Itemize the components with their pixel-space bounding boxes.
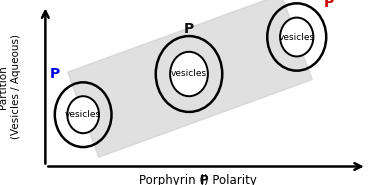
Text: P: P xyxy=(184,22,194,36)
Ellipse shape xyxy=(170,52,208,96)
Text: Partition
(Vesicles / Aqueous): Partition (Vesicles / Aqueous) xyxy=(0,34,21,139)
Ellipse shape xyxy=(280,18,313,56)
Text: vesicles: vesicles xyxy=(279,33,315,41)
Text: P: P xyxy=(324,0,334,10)
Text: P: P xyxy=(50,67,60,81)
Text: P: P xyxy=(200,174,208,185)
Text: ) Polarity: ) Polarity xyxy=(204,174,257,185)
Ellipse shape xyxy=(67,96,99,133)
Polygon shape xyxy=(68,0,312,157)
Text: vesicles: vesicles xyxy=(171,70,207,78)
Text: vesicles: vesicles xyxy=(65,110,101,119)
Text: Porphyrin (: Porphyrin ( xyxy=(139,174,204,185)
